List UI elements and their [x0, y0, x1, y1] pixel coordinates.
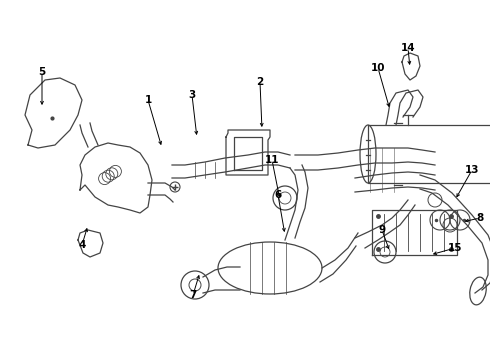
Text: 6: 6 [274, 190, 282, 200]
Text: 1: 1 [145, 95, 151, 105]
Bar [368, 125, 490, 183]
Text: 5: 5 [38, 67, 46, 77]
Text: 7: 7 [189, 290, 196, 300]
Text: 13: 13 [465, 165, 479, 175]
Text: 8: 8 [476, 213, 484, 223]
Text: 9: 9 [378, 225, 386, 235]
Text: 14: 14 [401, 43, 416, 53]
Text: 11: 11 [265, 155, 279, 165]
Text: 10: 10 [371, 63, 385, 73]
Text: 2: 2 [256, 77, 264, 87]
Text: 15: 15 [448, 243, 462, 253]
Text: 3: 3 [188, 90, 196, 100]
Text: 4: 4 [78, 240, 86, 250]
